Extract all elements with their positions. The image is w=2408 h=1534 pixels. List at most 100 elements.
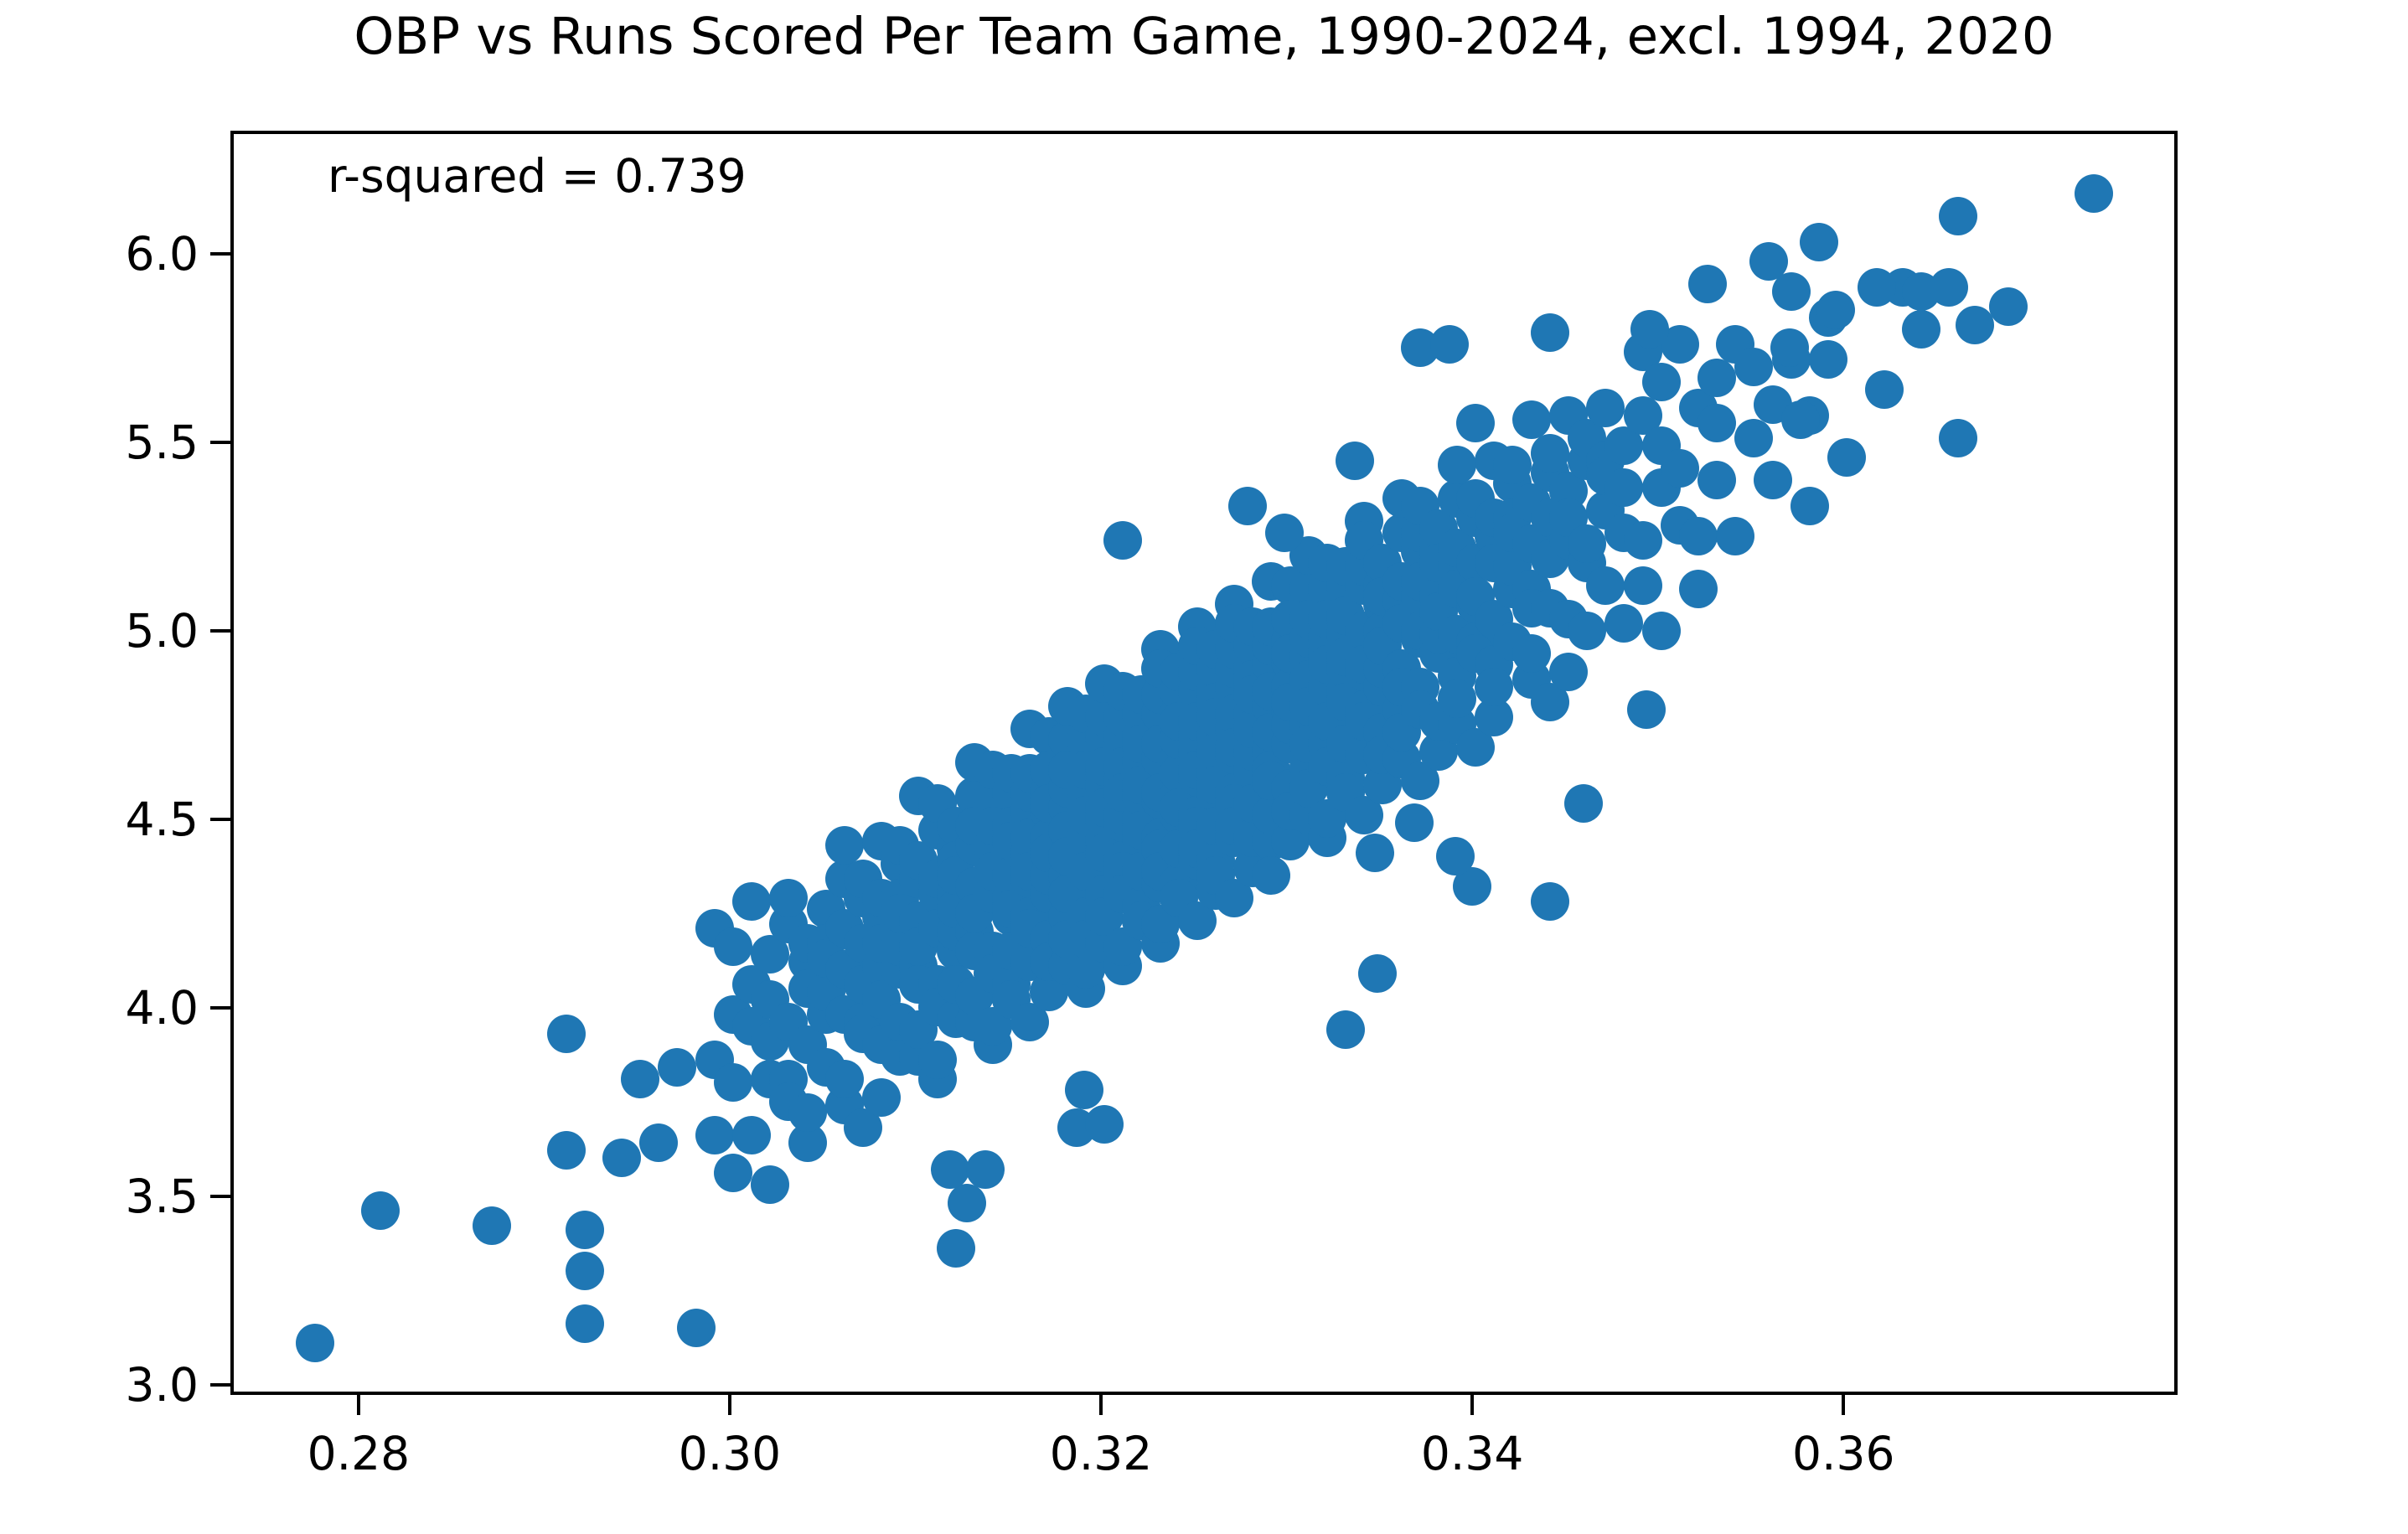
y-tick-mark bbox=[210, 441, 230, 445]
scatter-point bbox=[1357, 953, 1397, 993]
scatter-point bbox=[1493, 445, 1532, 484]
scatter-point bbox=[917, 1041, 957, 1080]
x-tick-mark bbox=[1099, 1395, 1103, 1415]
scatter-point bbox=[1630, 309, 1670, 349]
chart-title: OBP vs Runs Scored Per Team Game, 1990-2… bbox=[354, 7, 2054, 66]
scatter-point bbox=[1623, 566, 1662, 605]
scatter-point bbox=[1435, 837, 1475, 876]
scatter-point bbox=[1939, 419, 1978, 458]
scatter-point bbox=[1085, 1104, 1124, 1144]
scatter-point bbox=[565, 1304, 604, 1344]
scatter-point bbox=[1437, 445, 1476, 484]
scatter-point bbox=[862, 1078, 902, 1118]
scatter-point bbox=[565, 1252, 604, 1291]
y-tick-mark bbox=[210, 629, 230, 633]
scatter-point bbox=[1530, 434, 1569, 473]
scatter-point bbox=[1988, 287, 2028, 326]
scatter-point bbox=[824, 1059, 864, 1098]
scatter-point bbox=[1734, 347, 1774, 386]
scatter-point bbox=[1809, 339, 1848, 379]
scatter-point bbox=[1264, 513, 1304, 552]
scatter-point bbox=[1356, 833, 1395, 872]
scatter-point bbox=[1816, 291, 1855, 330]
x-tick-mark bbox=[1842, 1395, 1846, 1415]
scatter-point bbox=[1568, 611, 1607, 650]
scatter-point bbox=[713, 927, 752, 967]
y-tick-mark bbox=[210, 817, 230, 821]
scatter-point bbox=[769, 878, 809, 917]
y-tick-mark bbox=[210, 1005, 230, 1010]
scatter-point bbox=[2074, 173, 2113, 213]
scatter-point bbox=[931, 1149, 970, 1189]
y-tick-label: 4.5 bbox=[125, 792, 199, 846]
scatter-point bbox=[1064, 1071, 1103, 1110]
scatter-point bbox=[1563, 784, 1603, 824]
scatter-point bbox=[788, 1093, 827, 1133]
scatter-point bbox=[1530, 313, 1569, 353]
x-tick-label: 0.34 bbox=[1420, 1427, 1524, 1480]
scatter-point bbox=[472, 1206, 511, 1246]
scatter-point bbox=[1697, 404, 1737, 443]
scatter-point bbox=[1430, 324, 1470, 364]
scatter-point bbox=[1857, 268, 1896, 307]
scatter-point bbox=[1790, 487, 1829, 526]
scatter-point bbox=[676, 1308, 716, 1347]
scatter-point bbox=[1437, 679, 1476, 718]
scatter-point bbox=[1930, 268, 1969, 307]
scatter-point bbox=[1770, 328, 1809, 368]
scatter-point bbox=[1678, 517, 1718, 556]
scatter-point bbox=[1456, 404, 1496, 443]
x-tick-label: 0.28 bbox=[307, 1427, 411, 1480]
x-tick-label: 0.32 bbox=[1049, 1427, 1153, 1480]
scatter-point bbox=[1678, 570, 1718, 609]
scatter-point bbox=[936, 1229, 975, 1268]
scatter-point bbox=[546, 1131, 586, 1170]
scatter-point bbox=[639, 1123, 679, 1163]
scatter-point bbox=[1641, 362, 1681, 401]
x-tick-label: 0.30 bbox=[678, 1427, 782, 1480]
x-tick-mark bbox=[1470, 1395, 1475, 1415]
scatter-point bbox=[948, 1184, 987, 1223]
scatter-point bbox=[1641, 611, 1681, 650]
scatter-point bbox=[732, 1116, 772, 1155]
plot-area: r-squared = 0.739 bbox=[230, 131, 2178, 1395]
scatter-point bbox=[565, 1210, 604, 1249]
scatter-point bbox=[1734, 419, 1774, 458]
scatter-point bbox=[1623, 520, 1662, 560]
scatter-point bbox=[1688, 264, 1728, 303]
y-tick-label: 6.0 bbox=[125, 227, 199, 281]
scatter-point bbox=[1827, 437, 1867, 477]
x-tick-mark bbox=[727, 1395, 731, 1415]
y-tick-mark bbox=[210, 1194, 230, 1198]
scatter-point bbox=[1604, 467, 1644, 507]
scatter-point bbox=[602, 1139, 642, 1178]
x-tick-label: 0.36 bbox=[1791, 1427, 1895, 1480]
scatter-point bbox=[1475, 668, 1514, 707]
scatter-point bbox=[296, 1323, 335, 1362]
scatter-point bbox=[621, 1059, 660, 1098]
scatter-point bbox=[1697, 460, 1737, 499]
scatter-point bbox=[1252, 855, 1291, 895]
scatter-point bbox=[732, 882, 772, 922]
y-tick-label: 5.5 bbox=[125, 416, 199, 470]
scatter-point bbox=[1227, 487, 1267, 526]
scatter-point bbox=[1901, 309, 1940, 349]
scatter-point bbox=[1864, 369, 1904, 409]
x-tick-mark bbox=[356, 1395, 360, 1415]
y-tick-label: 4.0 bbox=[125, 980, 199, 1035]
scatter-point bbox=[824, 825, 864, 865]
scatter-point bbox=[658, 1048, 697, 1087]
y-tick-label: 5.0 bbox=[125, 604, 199, 659]
r-squared-annotation: r-squared = 0.739 bbox=[328, 149, 747, 203]
scatter-point bbox=[1395, 803, 1434, 842]
scatter-point bbox=[713, 1063, 752, 1103]
scatter-point bbox=[1326, 1010, 1366, 1050]
scatter-point bbox=[1511, 633, 1551, 673]
points-layer bbox=[234, 134, 2174, 1392]
scatter-point bbox=[1568, 524, 1607, 564]
scatter-point bbox=[695, 1116, 734, 1155]
scatter-point bbox=[1716, 517, 1755, 556]
scatter-point bbox=[546, 1014, 586, 1053]
scatter-point bbox=[1511, 400, 1551, 439]
